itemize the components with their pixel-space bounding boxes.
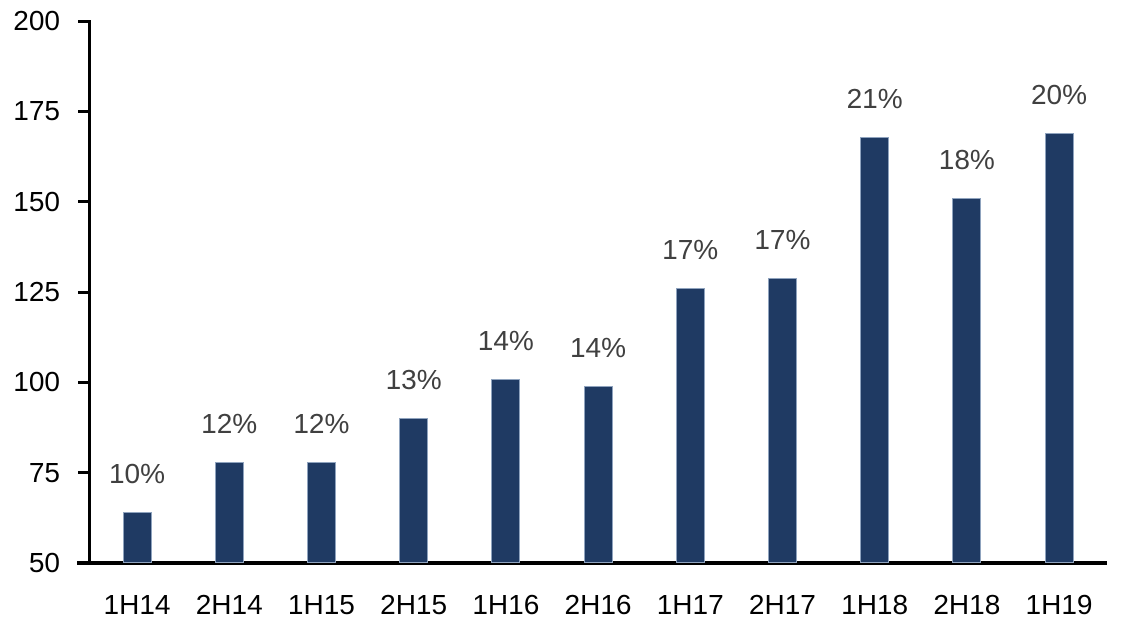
y-axis-tick-label: 150 [13,185,60,217]
x-axis-tick-label: 1H16 [472,589,540,620]
x-axis-tick-label: 1H19 [1025,589,1093,620]
x-axis-tick-label: 1H18 [841,589,909,620]
y-axis-tick [78,380,90,384]
x-axis-tick-label: 2H14 [195,589,263,620]
y-axis-tick-label: 100 [13,366,60,398]
bar-value-label: 14% [569,331,627,363]
x-axis-tick-label: 2H16 [564,589,632,620]
bar-1h18 [860,136,890,563]
bar-2h15 [399,418,429,563]
y-axis-tick [78,561,90,565]
bar-value-label: 17% [754,223,811,255]
y-axis-tick [78,290,90,294]
x-axis-tick-label: 1H15 [287,589,355,620]
bar-1h14 [122,512,152,563]
x-axis-tick-label: 2H18 [933,589,1001,620]
x-axis-tick-label: 1H17 [656,589,724,620]
x-axis-tick-label: 2H15 [380,589,448,620]
bar-2h16 [583,385,613,563]
y-axis-tick [78,200,90,204]
bar-value-label: 20% [1030,79,1088,110]
bar-2h14 [214,461,244,563]
y-axis-tick [78,109,90,113]
bar-value-label: 10% [108,458,166,490]
bar-value-label: 17% [662,234,719,266]
bar-value-label: 14% [477,324,534,356]
bar-value-label: 12% [293,407,350,439]
bar-1h19 [1044,133,1074,563]
y-axis-tick-label: 125 [13,276,60,307]
y-axis-tick [78,471,90,475]
y-axis-tick-label: 50 [28,547,60,578]
bar-1h17 [675,288,705,563]
bar-value-label: 12% [201,407,258,439]
bar-value-label: 13% [385,364,442,396]
x-axis-tick-label: 1H14 [103,589,171,620]
bar-value-label: 18% [938,144,995,176]
x-axis-tick-label: 2H17 [748,589,816,620]
bar-2h18 [952,198,982,563]
bar-1h16 [491,378,521,563]
y-axis-tick [78,19,90,23]
y-axis-tick-label: 200 [13,5,60,36]
x-axis-line [77,561,1107,565]
bar-2h17 [767,277,797,563]
y-axis-tick-label: 175 [13,95,60,127]
y-axis-tick-label: 75 [28,456,60,488]
bar-1h15 [306,461,336,563]
bar-value-label: 21% [846,82,903,114]
